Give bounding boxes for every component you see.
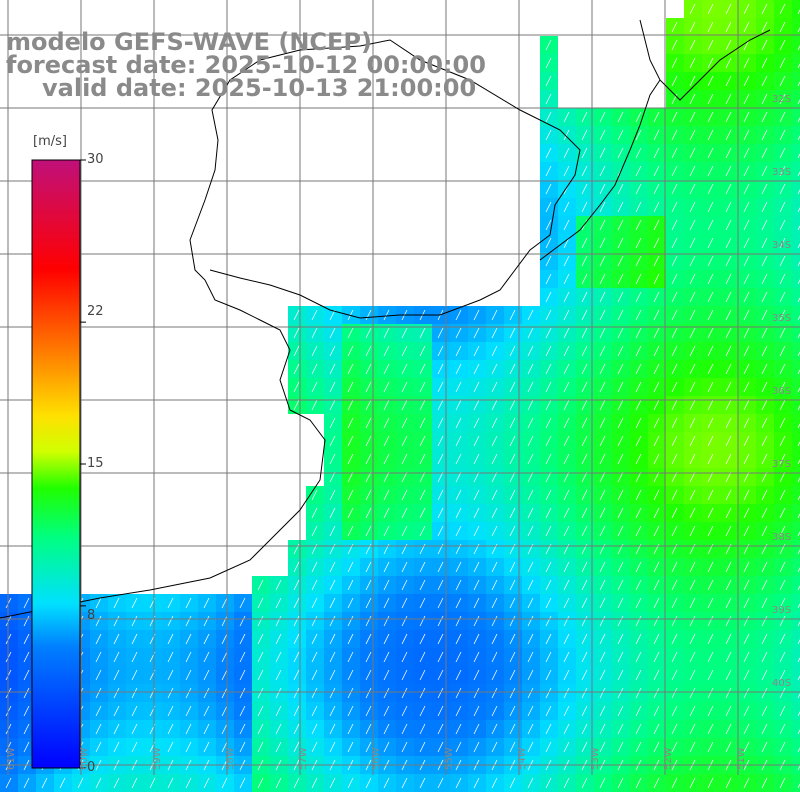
wind-arrows [5, 3, 800, 789]
longitude-label: 61W [6, 747, 17, 770]
coastline [0, 39, 581, 619]
colorbar-tick-label: 30 [87, 152, 104, 167]
colorbar-tick-label: 15 [87, 456, 104, 471]
forecast-date: forecast date: 2025-10-12 00:00:00 [6, 51, 486, 79]
longitude-label: 51W [736, 747, 747, 770]
latitude-label: 36S [772, 386, 791, 397]
coastline-northeast [539, 19, 771, 261]
longitude-label: 60W [79, 747, 90, 770]
colorbar [31, 159, 81, 769]
latitude-label: 34S [772, 240, 791, 251]
latitude-label: 32S [772, 94, 791, 105]
longitude-label: 58W [225, 747, 236, 770]
longitude-label: 55W [444, 747, 455, 770]
longitude-label: 57W [298, 747, 309, 770]
colorbar-tick-label: 0 [87, 760, 96, 775]
longitude-labels: 61W 60W 59W 58W 57W 56W 55W 54W 53W 52W 51W [6, 747, 747, 770]
latitude-label: 35S [772, 313, 791, 324]
colorbar-tick-label: 8 [87, 608, 96, 623]
colorbar-tick-label: 22 [87, 304, 104, 319]
latitude-label: 40S [772, 678, 791, 689]
valid-date: valid date: 2025-10-13 21:00:00 [42, 74, 477, 102]
latitude-label: 39S [772, 605, 791, 616]
longitude-label: 59W [152, 747, 163, 770]
colorbar-unit: [m/s] [33, 134, 67, 149]
latitude-label: 33S [772, 167, 791, 178]
latitude-label: 38S [772, 532, 791, 543]
model-title: modelo GEFS-WAVE (NCEP) [6, 28, 372, 56]
colorbar-ticks [80, 159, 86, 769]
longitude-label: 52W [663, 747, 674, 770]
longitude-label: 53W [590, 747, 601, 770]
latitude-label: 37S [772, 459, 791, 470]
longitude-label: 56W [371, 747, 382, 770]
latitude-labels: 32S 33S 34S 35S 36S 37S 38S 39S 40S [772, 94, 791, 689]
longitude-label: 54W [517, 747, 528, 770]
